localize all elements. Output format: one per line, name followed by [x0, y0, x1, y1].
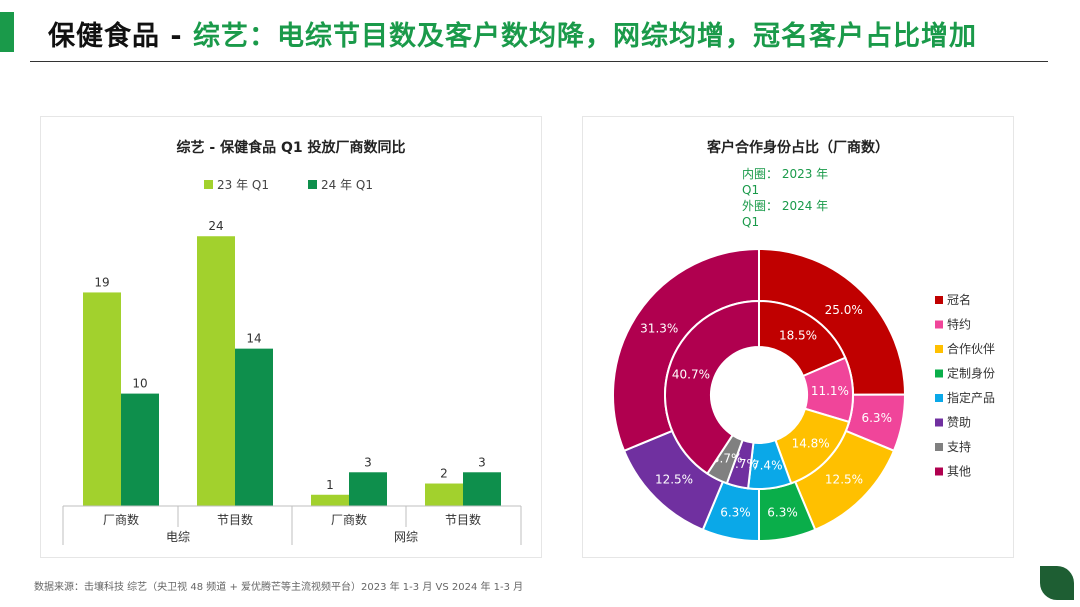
brand-leaf-logo [1040, 566, 1074, 600]
inner-2023-slice-label-1: 11.1% [811, 384, 849, 398]
bar-chart: 综艺 - 保健食品 Q1 投放厂商数同比 23 年 Q1 24 年 Q1 19 10 厂商… [62, 139, 522, 545]
donut-legend-label-2: 合作伙伴 [947, 341, 995, 356]
donut-legend-swatch-3 [935, 369, 943, 378]
bar-2-0 [311, 494, 349, 506]
title-accent-bar [0, 12, 14, 52]
page-title: 保健食品 - 综艺：电综节目数及客户数均降，网综均增，冠名客户占比增加 [48, 14, 977, 53]
bar-2-1 [349, 472, 387, 506]
inner-2023-slice-7 [664, 299, 760, 475]
legend-swatch-1 [308, 180, 317, 189]
donut-legend-label-1: 特约 [947, 317, 971, 332]
bar-1-0 [197, 236, 235, 506]
group-label-1: 网综 [394, 530, 418, 544]
outer-2024-slice-label-7: 31.3% [640, 321, 678, 335]
bar-value-label-2-0: 1 [326, 478, 334, 492]
donut-legend-label-0: 冠名 [947, 292, 971, 307]
legend-label-0: 23 年 Q1 [217, 178, 269, 192]
bar-0-1 [121, 393, 159, 506]
donut-legend-swatch-6 [935, 443, 943, 451]
bar-3-1 [463, 472, 501, 506]
outer-2024-slice-label-3: 6.3% [767, 506, 798, 520]
donut-legend-swatch-2 [935, 345, 943, 353]
donut-legend-swatch-5 [935, 418, 943, 427]
bar-value-label-1-0: 24 [208, 219, 223, 233]
bar-3-0 [425, 483, 463, 506]
group-label-0: 电综 [166, 530, 190, 544]
ring-annotation-line-3: Q1 [742, 215, 759, 229]
donut-legend-label-7: 其他 [947, 465, 971, 479]
outer-2024-slice-label-1: 6.3% [861, 411, 892, 425]
donut-chart-title: 客户合作身份占比（厂商数） [706, 139, 889, 156]
outer-2024-slice-label-4: 6.3% [720, 506, 751, 520]
bar-value-label-3-0: 2 [440, 467, 448, 481]
donut-legend-label-4: 指定产品 [947, 390, 995, 405]
category-label-2: 厂商数 [331, 512, 367, 527]
title-category: 保健食品 - [48, 21, 194, 52]
data-source-note: 数据来源：击壤科技 综艺（央卫视 48 频道 + 爱优腾芒等主流视频平台）202… [34, 582, 524, 593]
donut-legend-label-3: 定制身份 [947, 366, 995, 381]
donut-chart: 客户合作身份占比（厂商数） 内圈： 2023 年 Q1 外圈： 2024 年 Q1 25.… [612, 139, 995, 543]
ring-annotation-line-1: Q1 [742, 183, 759, 197]
bar-value-label-0-1: 10 [132, 377, 147, 391]
legend-swatch-0 [204, 180, 213, 189]
bar-value-label-0-0: 19 [94, 275, 109, 289]
inner-2023-slice-label-0: 18.5% [779, 329, 817, 343]
category-label-1: 节目数 [217, 512, 253, 527]
ring-annotation-line-2: 外圈： 2024 年 [742, 199, 828, 213]
bar-value-label-2-1: 3 [364, 455, 372, 469]
title-divider [30, 61, 1048, 62]
category-label-0: 厂商数 [103, 512, 139, 527]
donut-legend-label-5: 赞助 [947, 416, 971, 430]
bar-chart-panel: 综艺 - 保健食品 Q1 投放厂商数同比 23 年 Q1 24 年 Q1 19 10 厂商… [40, 116, 542, 558]
outer-2024-slice-label-5: 12.5% [655, 473, 693, 487]
inner-2023-slice-label-7: 40.7% [672, 368, 710, 382]
bar-value-label-3-1: 3 [478, 455, 486, 469]
inner-2023-slice-label-4: 7.4% [752, 459, 783, 473]
ring-annotation-line-0: 内圈： 2023 年 [742, 167, 828, 181]
donut-legend-swatch-4 [935, 394, 943, 402]
category-label-3: 节目数 [445, 512, 481, 527]
bar-value-label-1-1: 14 [246, 332, 261, 346]
bar-0-0 [83, 292, 121, 506]
donut-legend-swatch-1 [935, 320, 943, 329]
donut-legend-swatch-7 [935, 467, 943, 476]
donut-chart-panel: 客户合作身份占比（厂商数） 内圈： 2023 年 Q1 外圈： 2024 年 Q1 25.… [582, 116, 1014, 558]
donut-legend-swatch-0 [935, 296, 943, 304]
bar-chart-title: 综艺 - 保健食品 Q1 投放厂商数同比 [177, 139, 406, 156]
title-headline: 综艺：电综节目数及客户数均降，网综均增，冠名客户占比增加 [193, 21, 978, 52]
outer-2024-slice-label-0: 25.0% [825, 303, 863, 317]
bar-1-1 [235, 348, 273, 506]
outer-2024-slice-label-2: 12.5% [825, 473, 863, 487]
legend-label-1: 24 年 Q1 [321, 178, 373, 192]
donut-legend-label-6: 支持 [947, 439, 971, 454]
inner-2023-slice-label-2: 14.8% [792, 437, 830, 451]
